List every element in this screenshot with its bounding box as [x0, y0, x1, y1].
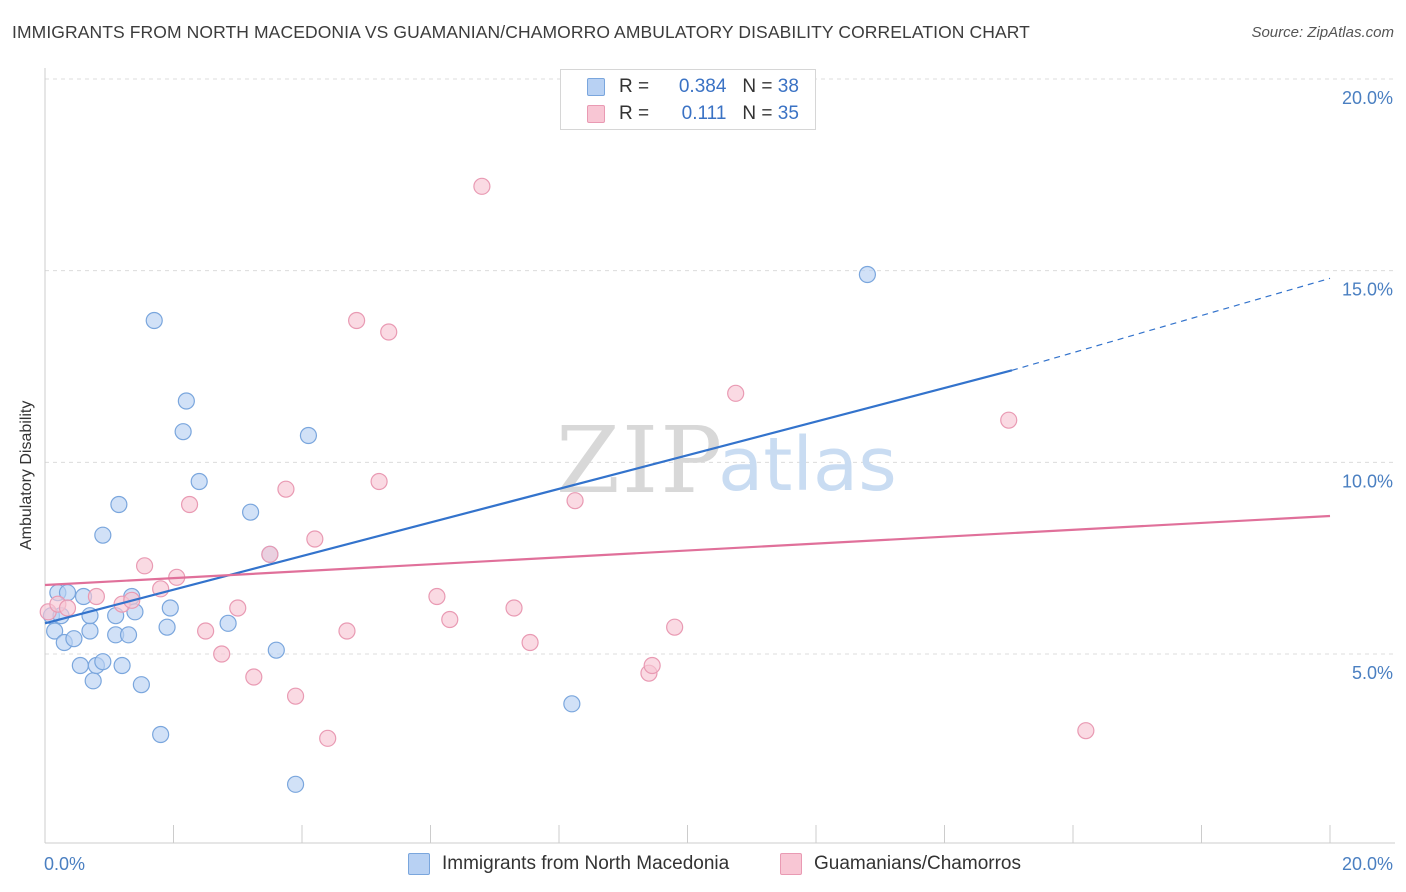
data-point-guamanian: [229, 599, 247, 617]
x-tick-label: 0.0%: [44, 854, 85, 874]
data-point-north-macedonia: [286, 775, 305, 793]
data-point-guamanian: [473, 177, 491, 195]
data-point-north-macedonia: [267, 641, 285, 659]
data-point-guamanian: [87, 587, 106, 606]
data-point-north-macedonia: [84, 672, 102, 690]
watermark-atlas: atlas: [718, 422, 897, 508]
trend-lines: [44, 277, 1331, 625]
data-point-guamanian: [338, 622, 356, 640]
tick-labels: 5.0% 10.0% 15.0% 20.0% 0.0% 20.0%: [44, 88, 1393, 874]
data-point-north-macedonia: [177, 392, 195, 410]
data-point-guamanian: [286, 687, 305, 705]
data-point-north-macedonia: [161, 599, 179, 617]
bottom-legend-swatch-pink: [780, 853, 802, 875]
bottom-legend-swatch-blue: [408, 853, 430, 875]
data-point-north-macedonia: [113, 656, 131, 675]
legend-r-value: 0.111: [681, 103, 727, 124]
legend-n-label: N =: [742, 103, 773, 124]
data-point-north-macedonia: [110, 495, 128, 514]
source-label: Source: ZipAtlas.com: [1251, 24, 1394, 41]
data-point-north-macedonia: [299, 426, 318, 445]
data-point-guamanian: [370, 472, 388, 491]
data-point-guamanian: [1077, 722, 1095, 740]
data-point-guamanian: [428, 587, 446, 606]
data-point-guamanian: [380, 323, 398, 341]
y-tick-label: 10.0%: [1342, 471, 1393, 491]
data-point-guamanian: [197, 622, 215, 640]
y-tick-label: 20.0%: [1342, 88, 1393, 108]
data-point-guamanian: [727, 384, 745, 402]
legend: R = 0.384 N = 38 R = 0.111 N = 35: [560, 69, 816, 130]
x-tick-label: 20.0%: [1342, 854, 1393, 874]
data-point-guamanian: [521, 633, 539, 652]
data-point-north-macedonia: [158, 618, 176, 636]
watermark-zip: ZIP: [556, 407, 724, 514]
legend-swatch-blue: [587, 78, 605, 96]
legend-row-pink: R = 0.111 N = 35: [587, 103, 799, 125]
data-point-north-macedonia: [145, 311, 163, 330]
trend-line-guamanian: [44, 514, 1331, 587]
trend-line-north-macedonia-extension: [1011, 277, 1331, 371]
bottom-legend-blue: Immigrants from North Macedonia: [408, 851, 729, 877]
data-point-guamanian: [1000, 411, 1018, 429]
chart-title: IMMIGRANTS FROM NORTH MACEDONIA VS GUAMA…: [12, 22, 1030, 42]
data-point-north-macedonia: [94, 526, 112, 544]
data-point-north-macedonia: [563, 695, 581, 713]
data-point-north-macedonia: [94, 653, 112, 671]
data-point-guamanian: [261, 545, 279, 563]
watermark: ZIP atlas: [556, 407, 897, 514]
y-tick-label: 5.0%: [1352, 663, 1393, 683]
data-point-guamanian: [277, 480, 295, 498]
data-point-north-macedonia: [81, 622, 99, 640]
legend-n-label: N =: [742, 76, 773, 97]
data-point-guamanian: [566, 492, 584, 510]
data-point-north-macedonia: [219, 614, 237, 632]
data-point-guamanian: [213, 645, 231, 663]
legend-r-label: R =: [619, 76, 650, 97]
data-point-guamanian: [58, 599, 77, 617]
data-point-north-macedonia: [65, 630, 83, 648]
data-point-north-macedonia: [46, 622, 64, 640]
legend-n-value: 35: [777, 103, 799, 124]
data-point-north-macedonia: [152, 725, 170, 744]
data-point-north-macedonia: [132, 676, 150, 694]
data-point-guamanian: [505, 599, 523, 617]
legend-n-value: 38: [777, 76, 799, 97]
legend-r-label: R =: [619, 103, 650, 124]
data-point-guamanian: [348, 311, 366, 330]
data-point-north-macedonia: [190, 472, 208, 491]
data-point-north-macedonia: [71, 656, 89, 675]
data-point-north-macedonia: [174, 423, 192, 441]
data-point-north-macedonia: [242, 503, 260, 521]
legend-swatch-pink: [587, 105, 605, 123]
y-tick-label: 15.0%: [1342, 280, 1393, 300]
data-point-north-macedonia: [858, 265, 877, 284]
data-points: [39, 177, 1095, 793]
data-point-guamanian: [643, 656, 661, 675]
bottom-legend-label-pink: Guamanians/Chamorros: [814, 853, 1021, 874]
data-point-guamanian: [245, 668, 263, 686]
data-point-north-macedonia: [119, 626, 138, 644]
data-point-guamanian: [441, 610, 459, 629]
data-point-guamanian: [180, 495, 199, 514]
data-point-guamanian: [319, 729, 337, 747]
legend-row-blue: R = 0.384 N = 38: [587, 76, 799, 98]
axes: [44, 68, 1395, 844]
data-point-guamanian: [306, 530, 324, 548]
grid-lines: [45, 78, 1395, 655]
data-point-guamanian: [135, 557, 154, 575]
trend-line-north-macedonia: [44, 369, 1013, 625]
bottom-legend-label-blue: Immigrants from North Macedonia: [442, 853, 730, 874]
legend-r-value: 0.384: [678, 76, 727, 97]
bottom-legend-pink: Guamanians/Chamorros: [780, 851, 1021, 877]
data-point-guamanian: [666, 618, 684, 636]
